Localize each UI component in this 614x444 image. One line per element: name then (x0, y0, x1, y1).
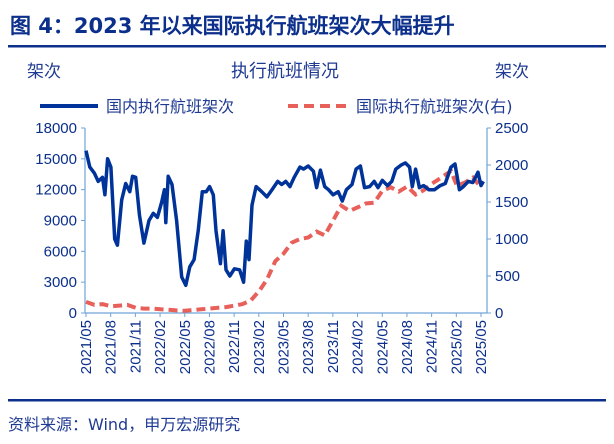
x-tick-label: 2022/05 (177, 320, 194, 374)
right-tick-label: 1500 (495, 194, 528, 211)
left-tick-label: 18000 (35, 120, 77, 137)
source-note: 资料来源：Wind，申万宏源研究 (8, 415, 240, 434)
right-tick-label: 500 (495, 268, 520, 285)
left-tick-label: 12000 (35, 182, 77, 199)
x-tick-label: 2021/08 (103, 320, 120, 374)
figure-title: 图 4：2023 年以来国际执行航班架次大幅提升 (10, 14, 455, 38)
chart-title: 执行航班情况 (231, 61, 339, 82)
x-tick-label: 2025/05 (473, 320, 490, 374)
x-tick-label: 2024/11 (424, 320, 441, 373)
left-tick-label: 6000 (44, 243, 77, 260)
right-tick-label: 2500 (495, 120, 528, 137)
footer-rule (8, 399, 606, 402)
title-rule (8, 45, 606, 48)
x-tick-label: 2024/05 (374, 320, 391, 374)
x-tick-label: 2021/05 (78, 320, 95, 374)
left-axis-unit: 架次 (27, 62, 61, 82)
right-axis-unit: 架次 (495, 62, 529, 82)
x-tick-label: 2022/02 (152, 320, 169, 374)
x-tick-label: 2024/02 (350, 320, 367, 374)
x-tick-label: 2023/05 (276, 320, 293, 374)
left-tick-label: 0 (69, 305, 77, 322)
x-tick-label: 2022/08 (201, 320, 218, 374)
x-tick-label: 2021/11 (127, 320, 144, 373)
legend-label-international: 国际执行航班架次(右) (356, 97, 513, 116)
left-tick-label: 9000 (44, 213, 77, 230)
right-tick-label: 1000 (495, 231, 528, 248)
legend: 国内执行航班架次 国际执行航班架次(右) (40, 97, 513, 116)
right-tick-label: 0 (495, 305, 503, 322)
x-tick-label: 2023/11 (325, 320, 342, 373)
x-tick-label: 2025/02 (448, 320, 465, 374)
right-tick-label: 2000 (495, 157, 528, 174)
legend-label-domestic: 国内执行航班架次 (106, 97, 234, 116)
x-tick-label: 2023/08 (300, 320, 317, 374)
series-line-domestic (84, 150, 485, 288)
x-tick-label: 2022/11 (226, 320, 243, 373)
left-tick-label: 15000 (35, 151, 77, 168)
x-tick-label: 2023/02 (251, 320, 268, 374)
x-tick-label: 2024/08 (399, 320, 416, 374)
left-tick-label: 3000 (44, 274, 77, 291)
